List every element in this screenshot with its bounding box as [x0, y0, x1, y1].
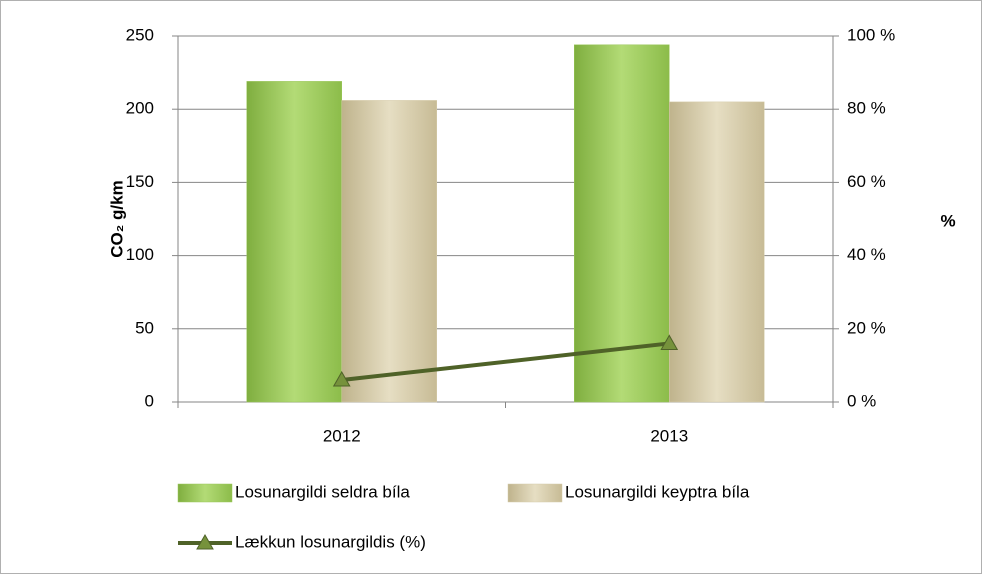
y-axis-label: CO₂ g/km: [107, 180, 126, 257]
y2-tick-label: 20 %: [847, 318, 886, 337]
y2-tick-label: 100 %: [847, 25, 895, 44]
y2-axis-label: %: [940, 211, 955, 230]
legend-label: Losunargildi seldra bíla: [235, 482, 410, 501]
bar: [574, 44, 670, 403]
x-tick-label: 2012: [323, 426, 361, 445]
legend-swatch: [177, 483, 233, 503]
y-tick-label: 0: [145, 391, 154, 410]
legend-label: Losunargildi keyptra bíla: [565, 482, 750, 501]
x-tick-label: 2013: [650, 426, 688, 445]
bar: [669, 101, 765, 403]
legend-label: Lækkun losunargildis (%): [235, 532, 426, 551]
y-tick-label: 250: [126, 25, 154, 44]
y-tick-label: 100: [126, 245, 154, 264]
bar: [341, 100, 437, 403]
legend-swatch: [507, 483, 563, 503]
y2-tick-label: 60 %: [847, 172, 886, 191]
y-tick-label: 150: [126, 172, 154, 191]
line-marker: [332, 371, 351, 387]
y-tick-label: 200: [126, 99, 154, 118]
y-tick-label: 50: [135, 318, 154, 337]
line-marker: [660, 334, 679, 350]
bar: [246, 81, 342, 403]
line: [341, 341, 670, 383]
line-marker: [196, 533, 214, 550]
y2-tick-label: 80 %: [847, 99, 886, 118]
y2-tick-label: 0 %: [847, 391, 876, 410]
y2-tick-label: 40 %: [847, 245, 886, 264]
